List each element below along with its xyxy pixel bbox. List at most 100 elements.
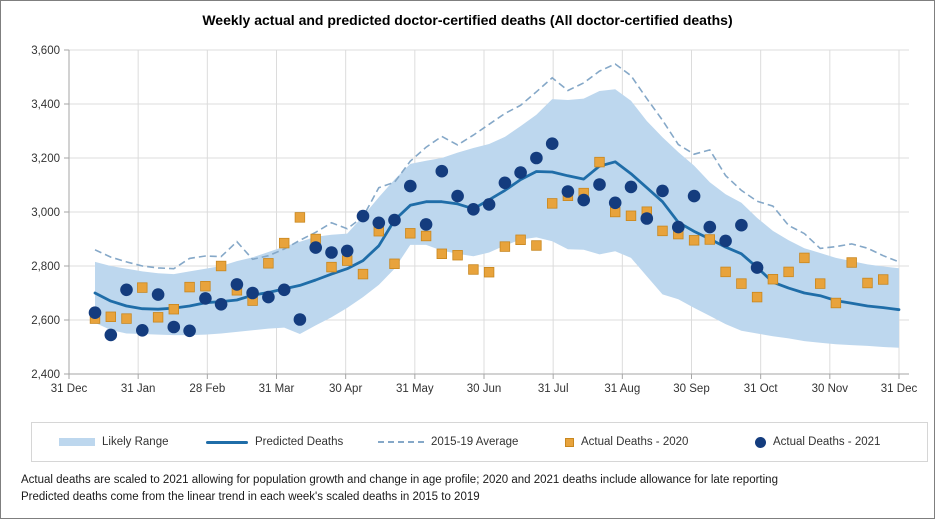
x-axis-tick-label: 31 Oct [744,383,779,395]
actual-2021-circle-icon [755,436,766,448]
actual-2020-marker [278,237,290,249]
x-axis-tick-label: 31 Jul [538,383,569,395]
actual-2021-marker [167,320,181,334]
actual-2021-marker [451,189,464,203]
actual-2020-marker [499,241,511,252]
legend-label: Likely Range [102,436,169,448]
actual-2021-marker [88,306,102,320]
actual-2020-marker [531,240,542,251]
legend-item-2015-19-average: 2015-19 Average [378,423,518,461]
legend-item-predicted-deaths: Predicted Deaths [206,423,343,461]
actual-2020-marker [830,297,842,309]
actual-2021-marker [482,198,496,211]
actual-2021-marker [735,218,748,232]
actual-2021-marker [703,220,717,234]
actual-2020-marker [767,273,779,285]
actual-2020-marker [326,261,337,273]
x-axis-tick-label: 28 Feb [189,383,225,395]
actual-2020-marker [878,274,889,285]
footnote-line-2: Predicted deaths come from the linear tr… [21,491,480,503]
average-2015-19-line [94,63,900,270]
y-axis-tick-label: 3,200 [31,153,60,165]
chart-svg: 2,400 2,600 2,800 3,000 3,200 3,400 3,600 31 De… [31,45,918,395]
footnote-line-1: Actual deaths are scaled to 2021 allowin… [21,474,778,486]
actual-2021-marker [498,176,512,190]
actual-2021-marker [577,193,590,207]
actual-2021-marker [372,216,386,230]
legend-label: Actual Deaths - 2021 [773,436,881,448]
x-axis-tick-label: 30 Apr [329,383,362,395]
x-axis-tick-label: 31 Jan [121,383,156,395]
legend-label: Actual Deaths - 2020 [581,436,689,448]
actual-2020-marker [736,278,747,289]
actual-2020-marker [862,277,873,289]
actual-2020-marker [547,198,558,209]
legend: Likely Range Predicted Deaths 2015-19 Av… [31,422,928,462]
actual-2021-marker [277,283,291,297]
actual-2020-marker [389,258,400,270]
actual-2021-marker [199,292,212,305]
x-axis-tick-label: 30 Jun [467,383,502,395]
actual-2021-marker [404,179,417,193]
actual-2021-marker [640,212,654,225]
x-axis-tick-label: 31 Dec [51,383,88,395]
actual-2021-marker [214,298,228,311]
actual-2020-square-icon [565,437,574,447]
x-axis-tick-label: 30 Sep [673,383,709,395]
actual-2021-marker [545,137,559,150]
y-axis-tick-label: 3,400 [31,99,60,111]
actual-2021-marker [624,180,638,194]
actual-2021-marker [293,313,307,326]
actual-2021-marker [356,209,370,223]
legend-label: 2015-19 Average [431,436,519,448]
plot-area: 2,400 2,600 2,800 3,000 3,200 3,400 3,600 31 De… [1,1,934,416]
actual-2020-marker [657,225,668,237]
actual-2021-marker [435,164,449,178]
actual-2020-marker [720,266,731,278]
x-axis-tick-label: 31 May [396,383,434,395]
actual-2021-marker [230,278,244,291]
actual-2020-marker [405,228,416,239]
actual-2020-marker [436,248,448,260]
actual-2021-marker [325,246,338,259]
actual-2021-marker [151,288,165,301]
actual-2021-marker [183,324,196,338]
actual-2020-marker [200,280,211,292]
actual-2020-marker [121,313,132,324]
actual-2020-marker [515,234,526,246]
actual-2020-marker [594,156,605,168]
actual-2021-marker [340,244,354,258]
x-axis-tick-label: 31 Aug [604,383,640,395]
actual-2021-marker [467,203,480,216]
actual-2021-marker [388,213,401,227]
actual-2020-marker [105,311,117,323]
actual-2020-marker [751,291,763,303]
actual-2021-marker [419,218,433,231]
likely-range-band [95,89,899,348]
actual-2021-marker [687,189,701,203]
actual-2020-marker [799,252,810,264]
actual-2021-marker [530,151,543,165]
actual-2021-marker [309,241,323,254]
actual-2021-marker [120,283,133,297]
average-dash-swatch-icon [378,441,424,443]
actual-2020-marker [688,235,700,246]
actual-2020-marker [152,312,164,323]
actual-2020-marker [263,258,274,269]
actual-2020-marker [468,264,479,275]
x-axis-tick-label: 31 Dec [881,383,918,395]
y-axis-tick-label: 2,600 [31,315,60,327]
actual-2020-marker [168,303,180,315]
actual-2021-marker [593,178,606,191]
legend-item-actual-2020: Actual Deaths - 2020 [565,423,688,461]
footnotes: Actual deaths are scaled to 2021 allowin… [21,472,921,506]
actual-2020-marker [815,278,826,289]
x-axis-tick-label: 31 Mar [259,383,295,395]
chart-title: Weekly actual and predicted doctor-certi… [202,12,733,28]
y-axis-tick-label: 3,600 [31,45,60,57]
actual-2020-marker [783,266,794,278]
y-axis-tick-label: 2,400 [31,369,60,381]
actual-2021-marker [104,328,118,342]
actual-2020-marker [215,260,227,272]
